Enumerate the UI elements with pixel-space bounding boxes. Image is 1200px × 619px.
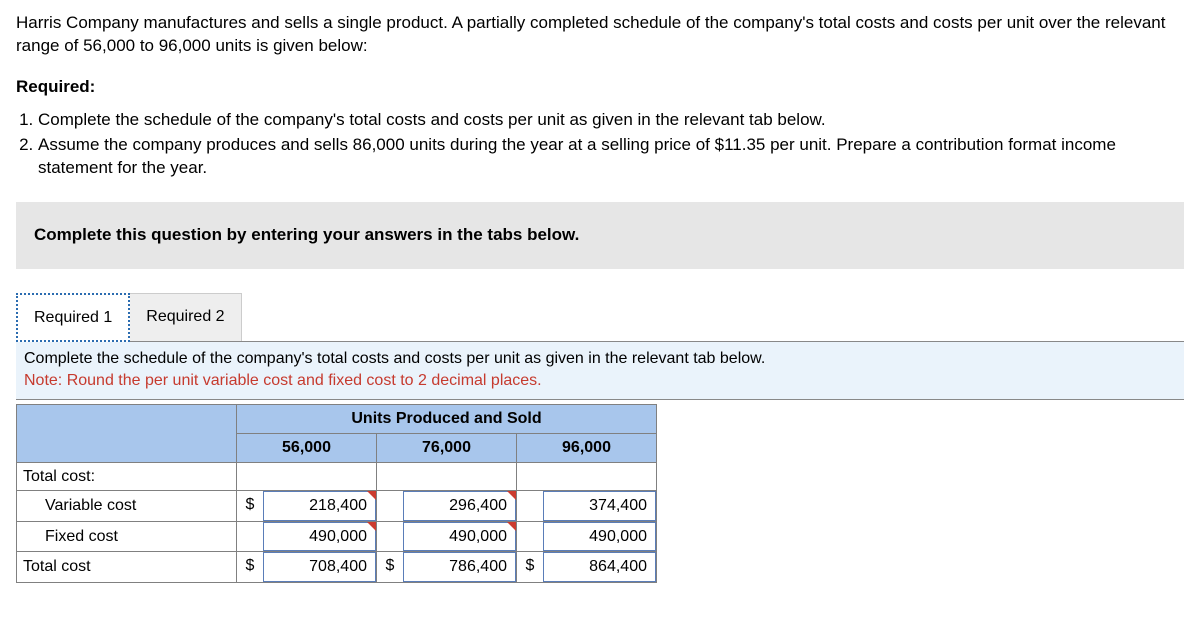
flag-icon <box>367 491 376 500</box>
panel-instruction: Complete the schedule of the company's t… <box>24 348 1176 370</box>
currency <box>517 463 543 491</box>
intro-text: Harris Company manufactures and sells a … <box>16 12 1184 58</box>
table-row: Total cost $ 708,400 $ 786,400 $ 864,400 <box>17 552 657 583</box>
th-group: Units Produced and Sold <box>237 405 657 434</box>
row-total-cost-header: Total cost: <box>17 462 237 491</box>
currency <box>517 491 543 521</box>
cell-total-96000[interactable]: 864,400 <box>543 552 656 582</box>
flag-icon <box>507 522 516 531</box>
flag-icon <box>367 522 376 531</box>
currency <box>377 522 403 552</box>
currency <box>237 463 263 491</box>
currency <box>377 491 403 521</box>
th-col-76000: 76,000 <box>377 433 517 462</box>
cell-empty <box>403 463 516 491</box>
currency: $ <box>237 491 263 521</box>
cell-variable-56000[interactable]: 218,400 <box>263 491 376 521</box>
cell-variable-76000[interactable]: 296,400 <box>403 491 516 521</box>
cell-empty <box>263 463 376 491</box>
tab-required-1[interactable]: Required 1 <box>16 293 130 343</box>
th-col-96000: 96,000 <box>517 433 657 462</box>
currency <box>237 522 263 552</box>
cell-total-56000[interactable]: 708,400 <box>263 552 376 582</box>
currency: $ <box>237 552 263 582</box>
panel-note: Note: Round the per unit variable cost a… <box>24 370 1176 392</box>
table-row: Fixed cost 490,000 490,000 490,000 <box>17 521 657 552</box>
cell-variable-96000[interactable]: 374,400 <box>543 491 656 521</box>
instruction-bar: Complete this question by entering your … <box>16 202 1184 269</box>
th-col-56000: 56,000 <box>237 433 377 462</box>
tab-required-2[interactable]: Required 2 <box>130 293 241 342</box>
th-blank <box>17 405 237 462</box>
currency <box>517 522 543 552</box>
row-variable-label: Variable cost <box>23 497 136 514</box>
requirement-item: Assume the company produces and sells 86… <box>38 134 1184 180</box>
table-row: Variable cost $ 218,400 296,400 374,400 <box>17 491 657 522</box>
row-fixed-label: Fixed cost <box>23 528 118 545</box>
flag-icon <box>507 491 516 500</box>
cost-table: Units Produced and Sold 56,000 76,000 96… <box>16 404 657 583</box>
table-row: Total cost: <box>17 462 657 491</box>
tabs: Required 1 Required 2 <box>16 293 1184 342</box>
cell-empty <box>543 463 656 491</box>
requirements-list: Complete the schedule of the company's t… <box>16 109 1184 180</box>
currency: $ <box>377 552 403 582</box>
cell-fixed-76000[interactable]: 490,000 <box>403 522 516 552</box>
tab-panel: Complete the schedule of the company's t… <box>16 341 1184 400</box>
cell-fixed-56000[interactable]: 490,000 <box>263 522 376 552</box>
currency: $ <box>517 552 543 582</box>
required-heading: Required: <box>16 76 1184 99</box>
row-total-label: Total cost <box>17 552 237 583</box>
requirement-item: Complete the schedule of the company's t… <box>38 109 1184 132</box>
cell-fixed-96000[interactable]: 490,000 <box>543 522 656 552</box>
cell-total-76000[interactable]: 786,400 <box>403 552 516 582</box>
currency <box>377 463 403 491</box>
